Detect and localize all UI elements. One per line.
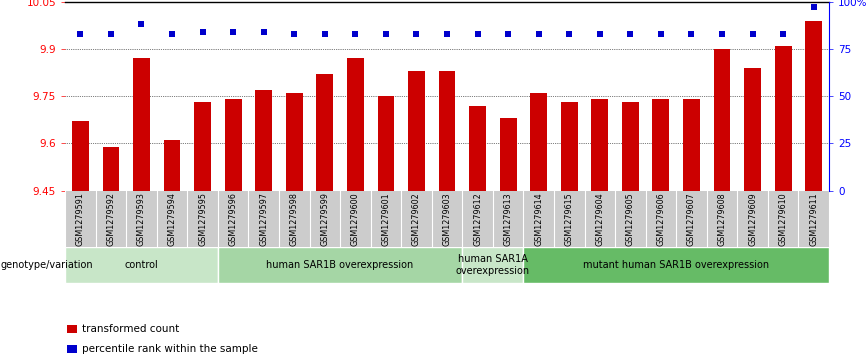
- Bar: [67, 325, 77, 333]
- Bar: [378, 96, 394, 191]
- Text: GSM1279615: GSM1279615: [565, 192, 574, 246]
- Text: GSM1279593: GSM1279593: [137, 192, 146, 246]
- Bar: [317, 74, 333, 191]
- Point: [532, 31, 546, 37]
- Bar: [67, 344, 77, 354]
- Text: human SAR1B overexpression: human SAR1B overexpression: [266, 260, 414, 270]
- Text: GSM1279611: GSM1279611: [809, 192, 819, 246]
- Text: GSM1279610: GSM1279610: [779, 192, 787, 246]
- Bar: [683, 99, 700, 191]
- Bar: [438, 71, 456, 191]
- Bar: [255, 90, 272, 191]
- Bar: [218, 247, 463, 283]
- Point: [746, 31, 760, 37]
- Bar: [653, 99, 669, 191]
- Text: GSM1279596: GSM1279596: [228, 192, 238, 246]
- Text: GSM1279606: GSM1279606: [656, 192, 666, 246]
- Bar: [72, 121, 89, 191]
- Text: mutant human SAR1B overexpression: mutant human SAR1B overexpression: [583, 260, 769, 270]
- Text: GSM1279609: GSM1279609: [748, 192, 757, 246]
- Text: GSM1279591: GSM1279591: [76, 192, 85, 246]
- Bar: [591, 99, 608, 191]
- Bar: [523, 247, 829, 283]
- Text: human SAR1A
overexpression: human SAR1A overexpression: [456, 254, 529, 276]
- Point: [227, 29, 240, 35]
- Bar: [500, 118, 516, 191]
- Bar: [225, 99, 241, 191]
- Text: GSM1279612: GSM1279612: [473, 192, 482, 246]
- Point: [318, 31, 332, 37]
- Point: [562, 31, 576, 37]
- Point: [440, 31, 454, 37]
- Text: GSM1279595: GSM1279595: [198, 192, 207, 246]
- Text: GSM1279600: GSM1279600: [351, 192, 360, 246]
- Bar: [347, 58, 364, 191]
- Text: GSM1279613: GSM1279613: [503, 192, 513, 246]
- Text: genotype/variation: genotype/variation: [1, 260, 94, 270]
- Bar: [806, 21, 822, 191]
- Point: [257, 29, 271, 35]
- Bar: [408, 71, 424, 191]
- Bar: [164, 140, 181, 191]
- Point: [135, 21, 148, 27]
- Bar: [561, 102, 577, 191]
- Point: [287, 31, 301, 37]
- Text: GSM1279592: GSM1279592: [107, 192, 115, 246]
- Point: [348, 31, 362, 37]
- Bar: [102, 147, 119, 191]
- Text: transformed count: transformed count: [82, 324, 180, 334]
- Point: [165, 31, 179, 37]
- Point: [470, 31, 484, 37]
- Point: [654, 31, 667, 37]
- Text: control: control: [125, 260, 158, 270]
- Bar: [470, 106, 486, 191]
- Point: [410, 31, 424, 37]
- Point: [806, 5, 820, 11]
- Point: [104, 31, 118, 37]
- Bar: [133, 58, 150, 191]
- Point: [74, 31, 88, 37]
- Point: [379, 31, 393, 37]
- Text: GSM1279614: GSM1279614: [534, 192, 543, 246]
- Bar: [622, 102, 639, 191]
- Text: GSM1279604: GSM1279604: [595, 192, 604, 246]
- Text: GSM1279598: GSM1279598: [290, 192, 299, 246]
- Point: [623, 31, 637, 37]
- Bar: [530, 93, 547, 191]
- Point: [501, 31, 515, 37]
- Text: GSM1279603: GSM1279603: [443, 192, 451, 246]
- Bar: [65, 247, 218, 283]
- Text: GSM1279605: GSM1279605: [626, 192, 635, 246]
- Text: GSM1279597: GSM1279597: [260, 192, 268, 246]
- Point: [685, 31, 699, 37]
- Text: GSM1279608: GSM1279608: [718, 192, 727, 246]
- Point: [776, 31, 790, 37]
- Point: [593, 31, 607, 37]
- Bar: [744, 68, 761, 191]
- Text: GSM1279602: GSM1279602: [412, 192, 421, 246]
- Text: GSM1279601: GSM1279601: [381, 192, 391, 246]
- Text: GSM1279594: GSM1279594: [168, 192, 176, 246]
- Point: [195, 29, 209, 35]
- Bar: [463, 247, 523, 283]
- Bar: [775, 46, 792, 191]
- Text: percentile rank within the sample: percentile rank within the sample: [82, 344, 259, 354]
- Text: GSM1279599: GSM1279599: [320, 192, 329, 246]
- Point: [715, 31, 729, 37]
- Bar: [194, 102, 211, 191]
- Bar: [713, 49, 730, 191]
- Text: GSM1279607: GSM1279607: [687, 192, 696, 246]
- Bar: [286, 93, 303, 191]
